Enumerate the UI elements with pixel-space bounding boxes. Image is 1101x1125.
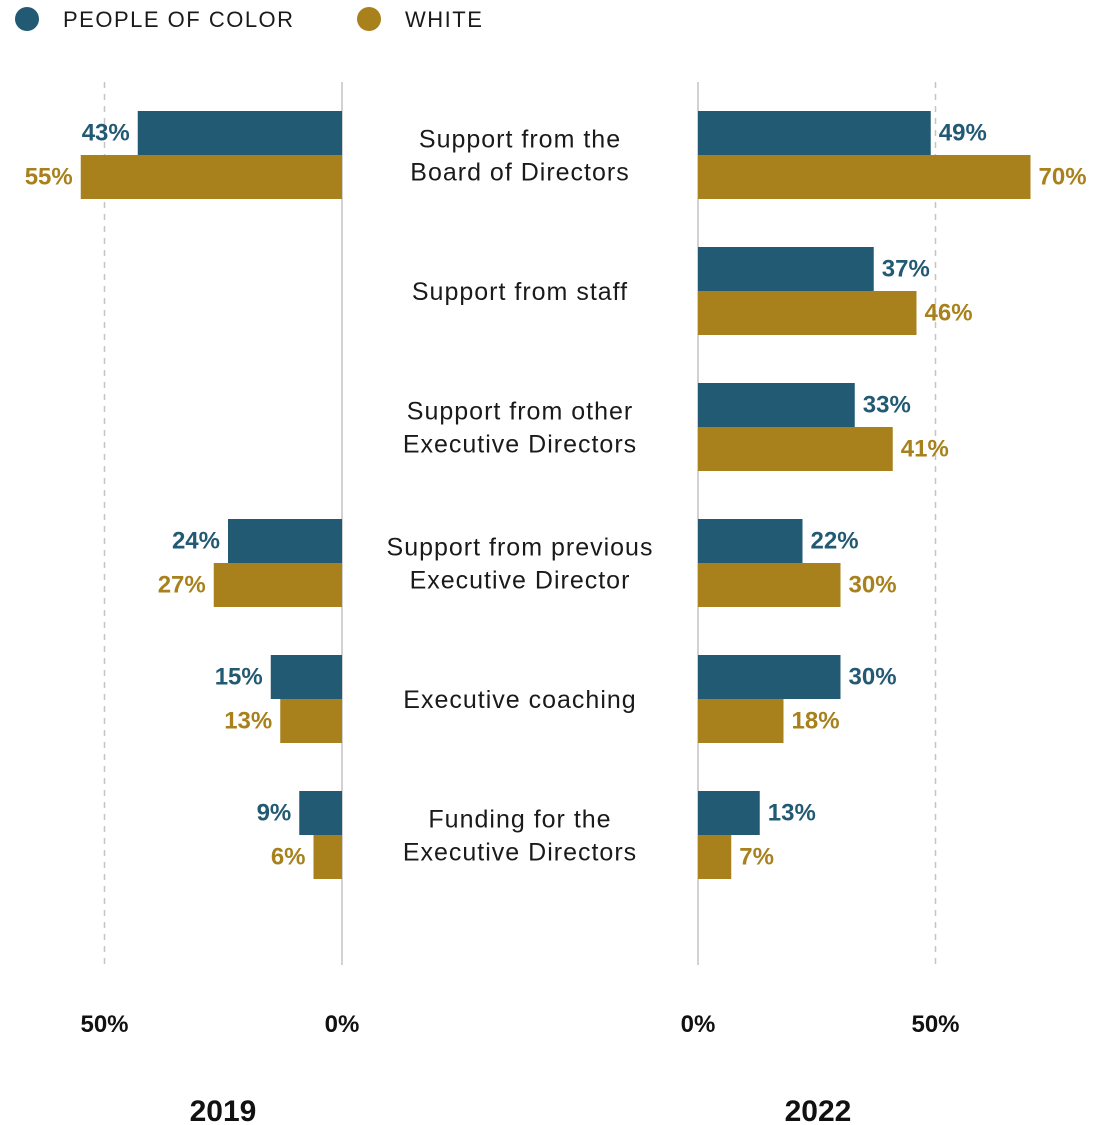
- data-label-2019-white: 13%: [224, 707, 272, 734]
- year-labels: 2019 2022: [190, 1095, 852, 1125]
- bar-2022-people-of-color: [698, 655, 841, 699]
- category-label: Support from previous Executive Director: [387, 534, 654, 595]
- tick-label-2022: 50%: [911, 1011, 959, 1038]
- category-label: Support from other Executive Directors: [403, 398, 637, 459]
- bar-2019-people-of-color: [270, 655, 342, 699]
- data-label-2019-white: 6%: [271, 843, 306, 870]
- bar-2022-white: [698, 835, 732, 879]
- data-label-2022-white: 18%: [792, 707, 840, 734]
- data-label-2022-white: 30%: [849, 571, 897, 598]
- legend-marker-people-of-color: [15, 7, 39, 31]
- bar-2022-white: [698, 291, 917, 335]
- tick-label-2022: 0%: [681, 1011, 716, 1038]
- bar-2022-people-of-color: [698, 111, 931, 155]
- bar-2022-white: [698, 155, 1031, 199]
- data-label-2022-white: 70%: [1039, 163, 1087, 190]
- bar-2019-people-of-color: [228, 519, 342, 563]
- data-label-2022-white: 46%: [925, 299, 973, 326]
- bar-2019-white: [313, 835, 342, 879]
- data-label-2019-white: 27%: [158, 571, 206, 598]
- data-label-2019-people-of-color: 15%: [215, 663, 263, 690]
- bar-2022-white: [698, 699, 784, 743]
- tick-label-2019: 0%: [325, 1011, 360, 1038]
- bar-2019-people-of-color: [299, 791, 342, 835]
- bars: 43% 24% 15% 9% 55% 27% 13% 6% 49% 37% 33% 22% 30% 13%…: [25, 111, 1087, 879]
- data-label-2022-people-of-color: 30%: [849, 663, 897, 690]
- data-label-2022-white: 7%: [739, 843, 774, 870]
- data-label-2019-people-of-color: 9%: [257, 799, 292, 826]
- category-label: Support from the Board of Directors: [410, 126, 629, 187]
- data-label-2019-people-of-color: 24%: [172, 527, 220, 554]
- data-label-2022-white: 41%: [901, 435, 949, 462]
- legend-label-people-of-color: PEOPLE OF COLOR: [63, 7, 295, 32]
- bar-2019-people-of-color: [137, 111, 342, 155]
- tick-label-2019: 50%: [80, 1011, 128, 1038]
- category-labels: Support from the Board of Directors Suppor…: [387, 126, 654, 867]
- data-label-2022-people-of-color: 49%: [939, 119, 987, 146]
- data-label-2022-people-of-color: 33%: [863, 391, 911, 418]
- legend-label-white: WHITE: [405, 7, 483, 32]
- bar-2022-white: [698, 427, 893, 471]
- bar-2022-white: [698, 563, 841, 607]
- category-label: Executive coaching: [403, 686, 636, 714]
- year-label-2019: 2019: [190, 1095, 257, 1125]
- bar-2022-people-of-color: [698, 383, 855, 427]
- bar-2019-white: [80, 155, 342, 199]
- axis-tick-labels: 50% 0% 0% 50%: [80, 1011, 959, 1038]
- legend-marker-white: [357, 7, 381, 31]
- data-label-2022-people-of-color: 13%: [768, 799, 816, 826]
- category-label: Funding for the Executive Directors: [403, 806, 637, 867]
- bar-2022-people-of-color: [698, 791, 760, 835]
- bar-2022-people-of-color: [698, 247, 874, 291]
- data-label-2022-people-of-color: 37%: [882, 255, 930, 282]
- data-label-2022-people-of-color: 22%: [811, 527, 859, 554]
- bar-2019-white: [280, 699, 342, 743]
- category-label: Support from staff: [412, 278, 628, 306]
- data-label-2019-people-of-color: 43%: [82, 119, 130, 146]
- data-label-2019-white: 55%: [25, 163, 73, 190]
- bar-2022-people-of-color: [698, 519, 803, 563]
- bar-2019-white: [213, 563, 342, 607]
- legend: PEOPLE OF COLOR WHITE: [15, 7, 483, 32]
- year-label-2022: 2022: [785, 1095, 852, 1125]
